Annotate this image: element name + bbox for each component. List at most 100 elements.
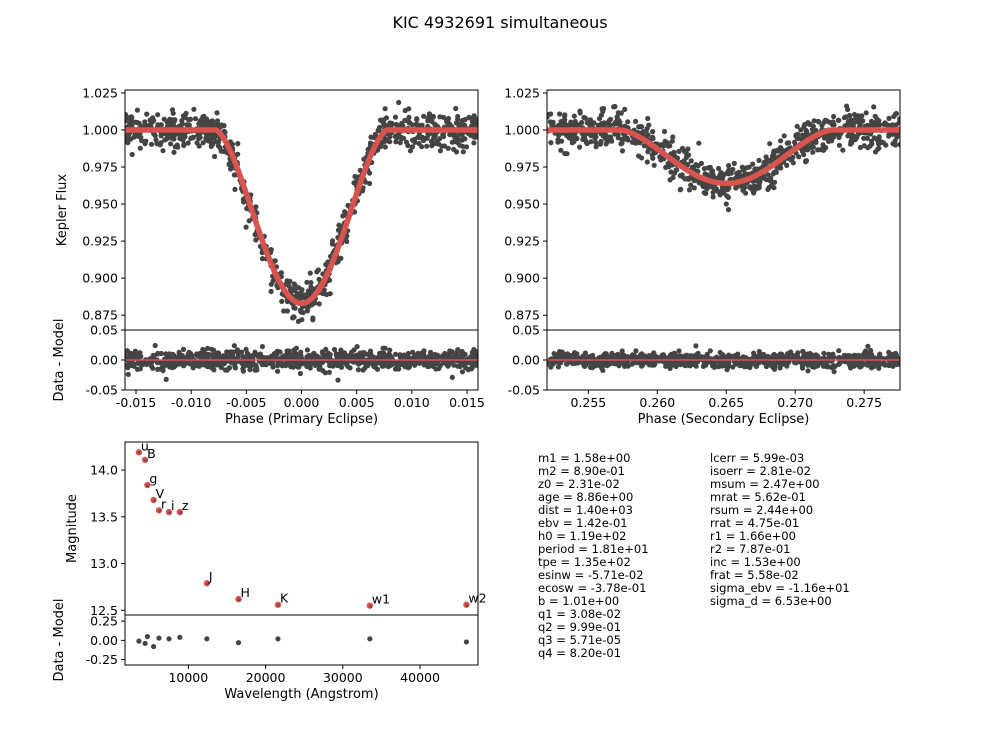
x-tick-label: -0.010 [171, 395, 211, 410]
residual-point [277, 349, 283, 355]
data-point [171, 149, 177, 155]
data-point [820, 147, 827, 153]
data-point [710, 194, 716, 200]
residual-point [571, 350, 578, 356]
data-point [557, 111, 563, 117]
residual-points [125, 342, 478, 383]
residual-point [125, 371, 131, 377]
sed-point-model-z [178, 511, 183, 515]
data-point [151, 117, 157, 124]
residual-point [821, 361, 827, 367]
y-tick-label: 1.000 [82, 123, 118, 138]
x-tick-label: 0.010 [394, 395, 430, 410]
resid-y-tick-label: -0.05 [508, 383, 540, 398]
data-point [897, 116, 900, 122]
fit-parameter: r1 = 1.66e+00 [710, 529, 796, 543]
data-point [259, 256, 266, 262]
residual-point [897, 360, 900, 366]
resid-y-tick-label: 0.00 [90, 353, 118, 368]
residual-point [327, 363, 333, 369]
residual-point [557, 359, 563, 365]
data-point [415, 134, 421, 140]
residual-point [881, 360, 887, 366]
data-point [595, 122, 601, 128]
data-point [796, 154, 802, 160]
data-point [571, 113, 577, 119]
residual-point [768, 363, 775, 369]
residual-point [311, 350, 317, 356]
data-point [214, 110, 220, 116]
data-point [177, 135, 183, 141]
sed-point-model-w2 [465, 603, 469, 607]
data-point [284, 308, 290, 314]
x-tick-label: 20000 [246, 670, 286, 685]
data-point [316, 276, 322, 282]
residual-point [152, 342, 158, 349]
residual-point [163, 351, 169, 357]
data-point [208, 143, 214, 149]
data-point [881, 121, 887, 127]
residual-point [805, 351, 811, 357]
residual-point [230, 350, 236, 356]
data-point [125, 118, 128, 124]
data-point [154, 141, 160, 147]
x-tick-label: -0.005 [226, 395, 266, 410]
sed-residual-r [156, 635, 162, 641]
residual-point [707, 348, 713, 354]
data-point [577, 110, 583, 116]
data-point [382, 106, 388, 112]
data-point [437, 148, 443, 154]
data-point [765, 172, 771, 178]
residual-point [244, 362, 250, 368]
data-point [614, 114, 620, 120]
sed-point-model-V [152, 498, 156, 503]
residual-point [629, 352, 636, 358]
data-point [890, 141, 896, 147]
residual-point [788, 349, 794, 355]
data-point [778, 138, 784, 144]
data-point [861, 143, 867, 149]
data-point [134, 107, 140, 113]
data-point [725, 207, 732, 213]
data-point [323, 262, 329, 268]
data-point [644, 159, 650, 165]
data-point [192, 116, 199, 122]
data-point [397, 140, 403, 146]
residual-point [335, 377, 341, 383]
residual-point [405, 365, 411, 371]
residual-point [876, 365, 882, 371]
data-point [625, 119, 631, 125]
data-point [651, 162, 657, 168]
residual-point [784, 358, 790, 364]
y-tick-label: 0.950 [504, 197, 540, 212]
x-axis-label: Phase (Primary Eclipse) [225, 412, 378, 427]
residual-point [650, 352, 656, 358]
data-point [547, 114, 550, 120]
data-point [568, 119, 574, 125]
residual-point [188, 361, 194, 367]
data-point [562, 112, 568, 118]
residual-point [441, 352, 447, 358]
residual-point [563, 361, 570, 367]
data-point [633, 118, 639, 124]
data-point [606, 117, 613, 123]
sed-point-model-i [168, 511, 172, 515]
data-point [407, 148, 413, 154]
resid-y-tick-label: 0.05 [512, 323, 540, 338]
residual-point [333, 351, 339, 357]
sed-point-model-r [157, 509, 162, 513]
data-point [200, 140, 206, 146]
data-point [424, 143, 430, 149]
data-point [144, 111, 150, 117]
data-point [831, 113, 837, 120]
data-point [432, 122, 438, 128]
residual-point [600, 367, 606, 373]
residual-point [612, 358, 618, 364]
data-point [451, 133, 457, 139]
residual-point [865, 343, 871, 349]
data-point [367, 180, 373, 187]
residual-point [234, 347, 240, 353]
data-point [210, 132, 216, 138]
residual-point [243, 346, 249, 352]
